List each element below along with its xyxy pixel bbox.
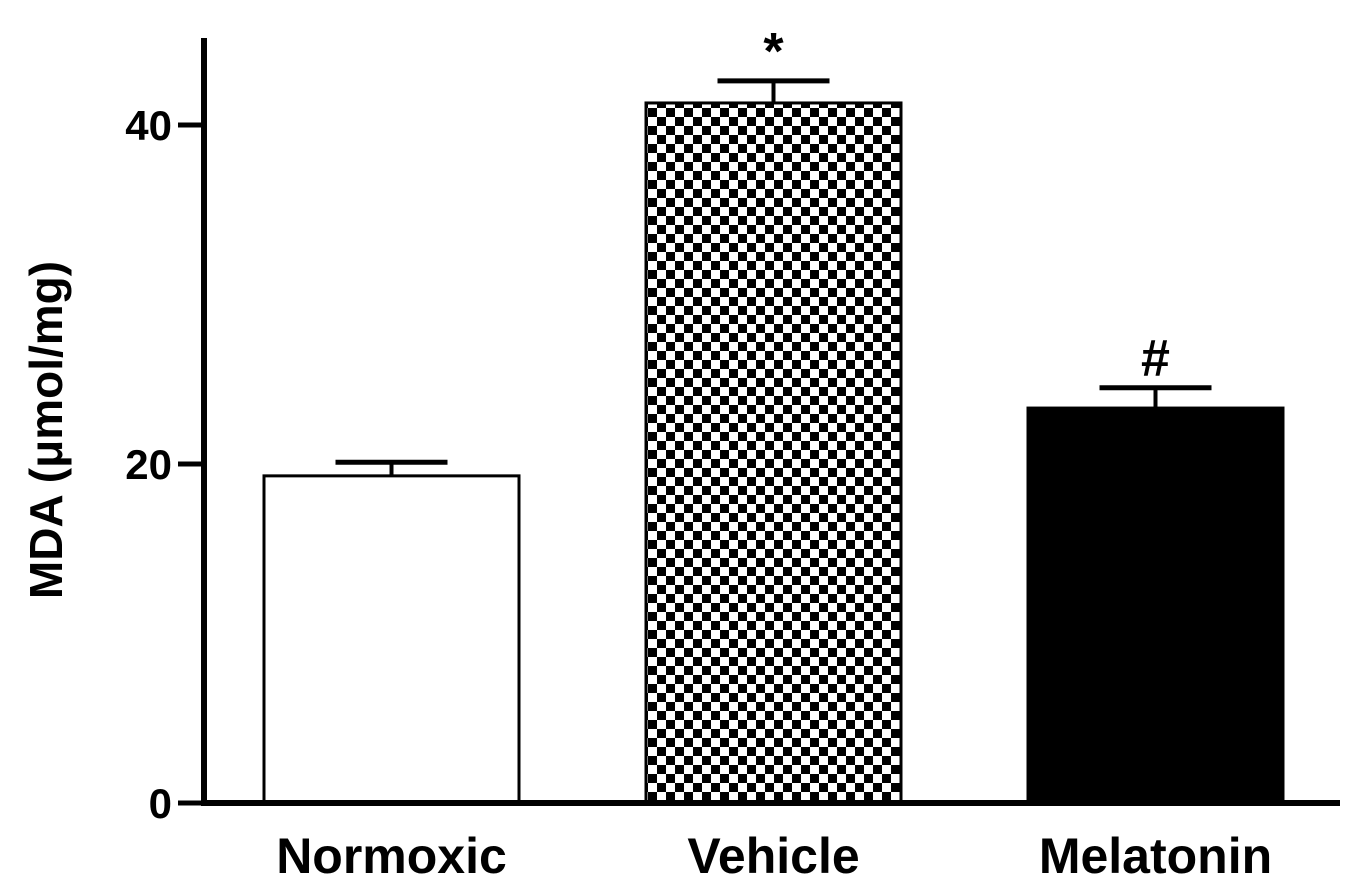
y-axis-label: MDA (μmol/mg) (20, 261, 72, 599)
category-label-normoxic: Normoxic (276, 828, 507, 884)
y-tick-label: 40 (125, 102, 172, 149)
significance-marker: # (1141, 330, 1170, 388)
bars: *# (262, 23, 1285, 805)
significance-marker: * (763, 23, 784, 81)
x-axis-categories: Normoxic Vehicle Melatonin (276, 828, 1272, 884)
category-label-melatonin: Melatonin (1039, 828, 1272, 884)
bar-vehicle (644, 101, 903, 805)
bar-normoxic (262, 474, 521, 805)
category-label-vehicle: Vehicle (687, 828, 859, 884)
y-tick-label: 0 (149, 780, 172, 827)
y-axis-ticks: 0 20 40 (125, 102, 204, 827)
bar-melatonin (1026, 406, 1285, 805)
y-tick-label: 20 (125, 441, 172, 488)
